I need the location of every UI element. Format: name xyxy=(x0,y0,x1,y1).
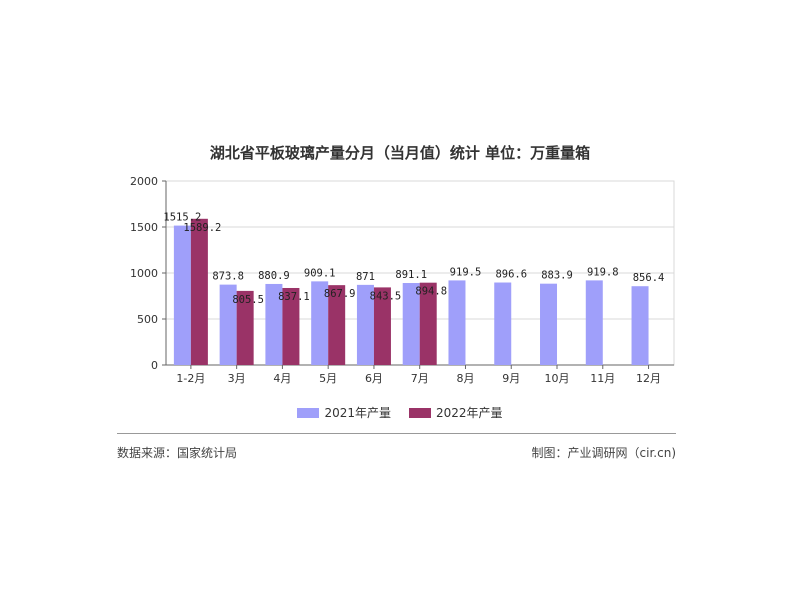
data-label-2021: 909.1 xyxy=(304,267,336,279)
bar-2021 xyxy=(265,283,283,365)
x-tick-label: 9月 xyxy=(502,372,520,385)
x-tick-label: 12月 xyxy=(636,372,661,385)
bar-2021 xyxy=(173,225,191,365)
data-label-2022: 837.1 xyxy=(278,291,310,303)
data-label-2021: 883.9 xyxy=(541,270,573,282)
bar-2021 xyxy=(494,282,512,365)
data-label-2022: 843.5 xyxy=(370,290,402,302)
bar-2021 xyxy=(402,283,420,365)
data-label-2021: 1515.2 xyxy=(163,212,201,224)
x-tick-label: 1-2月 xyxy=(176,372,205,385)
legend-item-2021[interactable]: 2021年产量 xyxy=(297,404,391,421)
y-tick-label: 1500 xyxy=(130,221,158,234)
data-label-2022: 894.8 xyxy=(415,286,447,298)
data-label-2021: 919.8 xyxy=(587,266,619,278)
data-label-2022: 1589.2 xyxy=(183,222,221,234)
x-tick-label: 6月 xyxy=(365,372,383,385)
data-label-2021: 856.4 xyxy=(633,272,665,284)
x-tick-label: 10月 xyxy=(545,372,570,385)
data-label-2021: 873.8 xyxy=(212,271,244,283)
bar-2022 xyxy=(236,290,254,365)
bar-2021 xyxy=(631,286,649,365)
data-label-2021: 919.5 xyxy=(450,266,482,278)
legend-item-2022[interactable]: 2022年产量 xyxy=(409,404,503,421)
data-label-2021: 891.1 xyxy=(395,269,427,281)
legend: 2021年产量 2022年产量 xyxy=(0,404,800,421)
data-label-2021: 880.9 xyxy=(258,270,290,282)
bar-2021 xyxy=(356,284,374,365)
footer-divider xyxy=(117,433,676,434)
data-label-2022: 867.9 xyxy=(324,288,356,300)
bar-2021 xyxy=(448,280,466,365)
legend-label-2021: 2021年产量 xyxy=(324,406,391,420)
legend-label-2022: 2022年产量 xyxy=(436,406,503,420)
bar-2021 xyxy=(585,280,603,365)
x-tick-label: 7月 xyxy=(411,372,429,385)
data-label-2022: 805.5 xyxy=(232,294,264,306)
legend-swatch-2021 xyxy=(297,407,320,418)
x-tick-label: 3月 xyxy=(228,372,246,385)
bar-2022 xyxy=(373,287,391,365)
bar-2022 xyxy=(419,282,437,365)
y-tick-label: 2000 xyxy=(130,175,158,188)
x-tick-label: 5月 xyxy=(319,372,337,385)
y-tick-label: 500 xyxy=(137,313,158,326)
data-label-2021: 896.6 xyxy=(495,269,527,281)
x-tick-label: 8月 xyxy=(456,372,474,385)
y-tick-label: 0 xyxy=(151,359,158,372)
data-label-2021: 871 xyxy=(356,271,375,283)
legend-swatch-2022 xyxy=(409,407,431,418)
chart-title: 湖北省平板玻璃产量分月（当月值）统计 单位：万重量箱 xyxy=(209,144,591,162)
chart-credit: 制图：产业调研网（cir.cn) xyxy=(531,446,676,460)
bar-2021 xyxy=(540,283,558,365)
data-source-note: 数据来源：国家统计局 xyxy=(117,446,238,460)
bar-2022 xyxy=(328,285,346,365)
bar-2021 xyxy=(311,281,329,365)
y-tick-label: 1000 xyxy=(130,267,158,280)
x-tick-label: 11月 xyxy=(590,372,615,385)
x-tick-label: 4月 xyxy=(273,372,291,385)
bar-2022 xyxy=(282,287,300,365)
bar-2022 xyxy=(190,218,208,365)
bar-2021 xyxy=(219,284,237,365)
